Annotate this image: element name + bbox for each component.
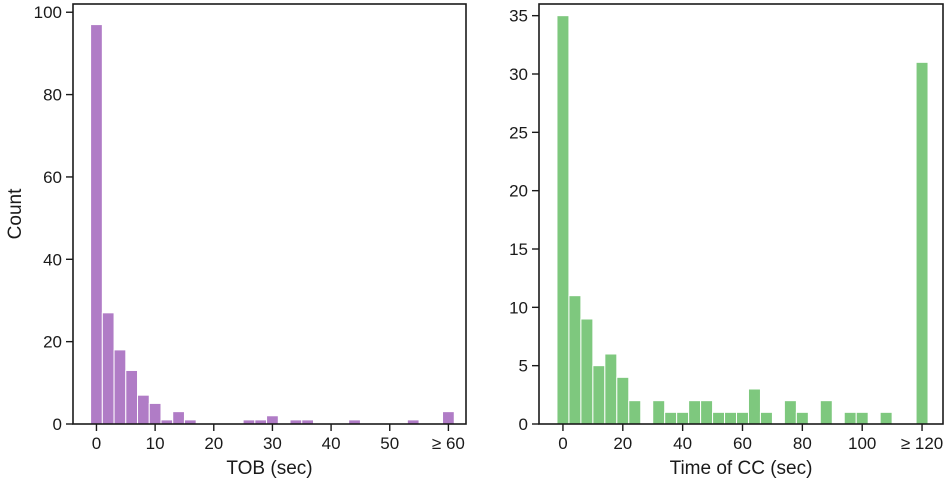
cc-time-bar-22: [819, 400, 833, 425]
cc-time-bar-10: [676, 411, 690, 425]
cc-time-x-tick-label-1: 20: [613, 434, 632, 453]
cc-time-bar-2: [580, 318, 594, 425]
tob-bar-5: [148, 402, 162, 425]
tob-bar-3: [125, 369, 139, 425]
tob-x-tick-label-4: 40: [322, 434, 341, 453]
cc-time-bar-27: [879, 411, 893, 425]
cc-time-x-axis-label: Time of CC (sec): [670, 458, 813, 479]
cc-time-y-tick-label-4: 20: [509, 182, 528, 201]
cc-time-y-tick-label-7: 35: [509, 7, 528, 26]
cc-time-bar-24: [843, 411, 857, 425]
cc-time-bar-25: [855, 411, 869, 425]
tob-y-tick-label-4: 80: [43, 86, 62, 105]
tob-x-axis-label: TOB (sec): [226, 458, 312, 479]
cc-time-bar-11: [688, 400, 702, 425]
cc-time-x-tick-label-2: 40: [673, 434, 692, 453]
cc-time-y-tick-label-2: 10: [509, 298, 528, 317]
tob-x-tick-label-2: 20: [204, 434, 223, 453]
cc-time-bar-5: [616, 376, 630, 425]
cc-time-bar-9: [664, 411, 678, 425]
cc-time-bar-30: [915, 61, 929, 425]
cc-time-bar-15: [736, 411, 749, 425]
cc-time-x-tick-label-5: 100: [848, 434, 876, 453]
cc-time-y-tick-label-1: 5: [519, 357, 528, 376]
cc-time-y-tick-label-5: 25: [509, 123, 528, 142]
tob-x-tick-label-1: 10: [146, 434, 165, 453]
cc-time-bar-3: [592, 365, 606, 425]
tob-bar-30: [442, 411, 455, 425]
tob-bar-1: [101, 312, 115, 425]
tob-bar-15: [266, 415, 279, 425]
cc-time-bar-16: [747, 388, 761, 425]
tob-y-axis-label: Count: [5, 188, 26, 239]
tob-histogram: 0 10 20 30 40 50 ≥ 60 0 20 40 60 80 100 TOB (sec) Coun…: [5, 3, 467, 479]
cc-time-y-tick-label-6: 30: [509, 65, 528, 84]
cc-time-x-tick-label-6: ≥ 120: [901, 434, 943, 453]
cc-time-bar-17: [759, 411, 773, 425]
cc-time-bar-20: [795, 411, 809, 425]
tob-x-tick-label-3: 30: [263, 434, 282, 453]
tob-x-tick-label-5: 50: [380, 434, 399, 453]
tob-bar-7: [172, 411, 185, 425]
tob-bar-2: [113, 349, 127, 425]
cc-time-x-tick-label-3: 60: [733, 434, 752, 453]
cc-time-bar-1: [568, 295, 582, 425]
tob-bar-0: [90, 24, 103, 425]
tob-y-tick-label-5: 100: [34, 3, 62, 22]
cc-time-bar-13: [712, 411, 726, 425]
cc-time-histogram: 0 20 40 60 80 100 ≥ 120 0 5 10 15 20 25 30 35 Time of C…: [509, 3, 944, 479]
cc-time-bar-14: [724, 411, 738, 425]
cc-time-bar-8: [652, 400, 666, 425]
cc-time-y-tick-label-3: 15: [509, 240, 528, 259]
cc-time-x-tick-label-4: 80: [793, 434, 812, 453]
tob-bar-4: [137, 394, 150, 425]
tob-y-tick-label-1: 20: [43, 333, 62, 352]
tob-y-tick-label-0: 0: [53, 415, 62, 434]
tob-axes-frame: [72, 3, 467, 425]
tob-x-tick-label-6: ≥ 60: [432, 434, 465, 453]
cc-time-axes-frame: [538, 3, 944, 425]
tob-y-tick-label-2: 40: [43, 250, 62, 269]
cc-time-bar-6: [628, 400, 642, 425]
cc-time-y-tick-label-0: 0: [519, 415, 528, 434]
cc-time-bar-0: [556, 15, 570, 425]
cc-time-bar-12: [700, 400, 714, 425]
cc-time-bar-4: [604, 353, 618, 425]
cc-time-bar-19: [783, 400, 797, 425]
tob-y-tick-label-3: 60: [43, 168, 62, 187]
cc-time-x-tick-label-0: 0: [558, 434, 567, 453]
tob-x-tick-label-0: 0: [92, 434, 101, 453]
